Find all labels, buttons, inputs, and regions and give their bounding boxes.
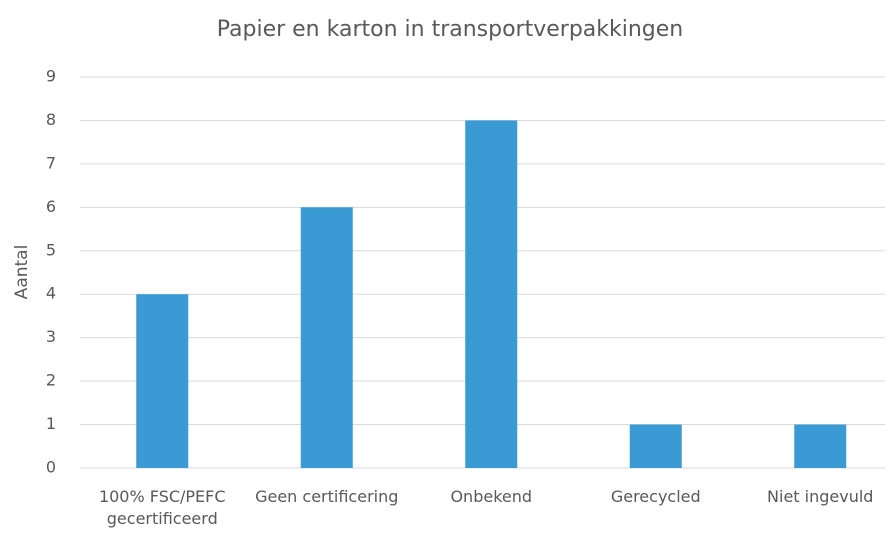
bar [136, 294, 189, 468]
y-tick-label: 5 [46, 240, 56, 259]
x-tick-label: Niet ingevuld [767, 487, 874, 506]
y-tick-label: 9 [46, 67, 56, 86]
y-tick-label: 0 [46, 458, 56, 477]
y-tick-label: 7 [46, 153, 56, 172]
y-tick-label: 8 [46, 110, 56, 129]
x-tick-label: Onbekend [450, 487, 533, 506]
y-tick-label: 2 [46, 371, 56, 390]
y-tick-label: 4 [46, 284, 56, 303]
x-tick-label: Geen certificering [255, 487, 399, 506]
y-tick-label: 1 [46, 414, 56, 433]
y-axis-title: Aantal [12, 245, 32, 300]
bar [465, 120, 518, 468]
bar [794, 424, 847, 468]
bar [629, 424, 682, 468]
chart-title: Papier en karton in transportverpakkinge… [217, 17, 684, 42]
y-tick-label: 6 [46, 197, 56, 216]
bar [300, 207, 353, 469]
y-tick-label: 3 [46, 327, 56, 346]
x-tick-label: Gerecycled [610, 487, 701, 506]
x-tick-label: 100% FSC/PEFC gecertificeerd [98, 487, 226, 528]
